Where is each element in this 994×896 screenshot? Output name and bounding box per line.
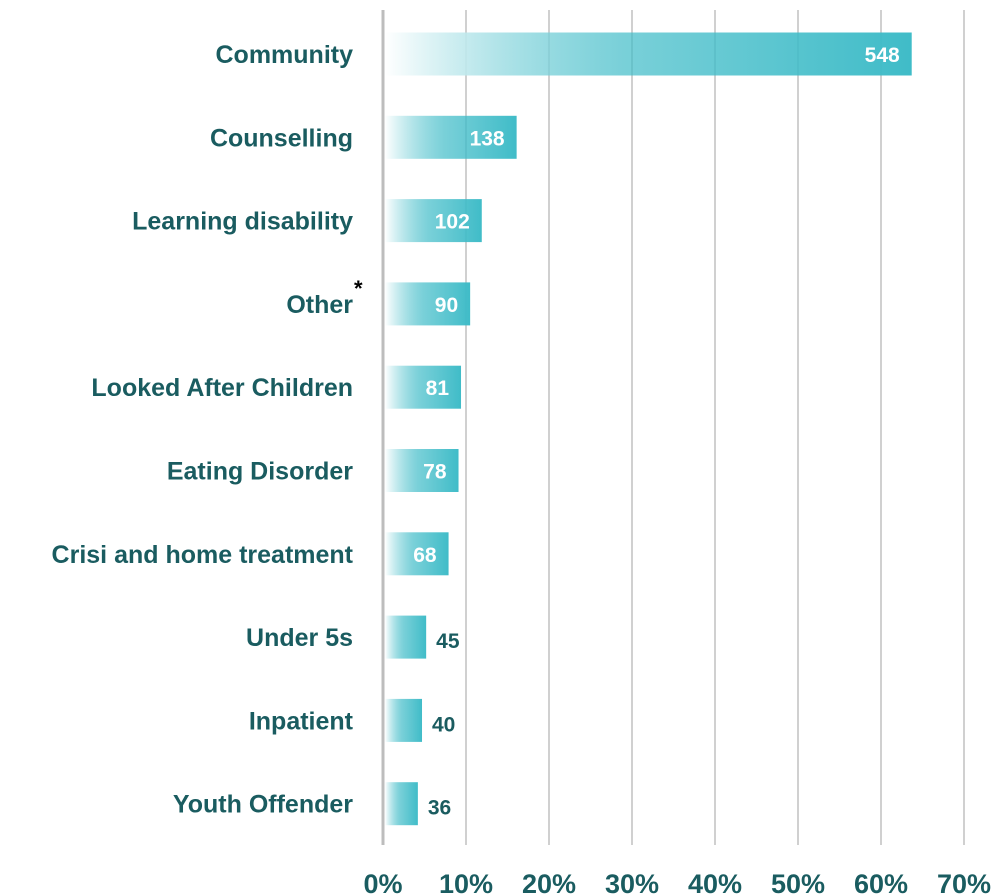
bar [385, 365, 462, 409]
bar [385, 615, 427, 659]
data-label: 40 [432, 713, 455, 736]
bar [385, 199, 482, 243]
x-tick-label: 50% [771, 869, 825, 896]
category-label: Eating Disorder [167, 458, 353, 486]
x-tick-label: 40% [688, 869, 742, 896]
data-label: 78 [423, 461, 447, 484]
x-tick-labels: 0% 10% 20% 30% 40% 50% 60% 70% [363, 869, 991, 896]
data-label: 138 [470, 127, 505, 150]
x-tick-label: 0% [363, 869, 402, 896]
bar [385, 282, 471, 326]
category-footnote-marker: * [354, 276, 363, 301]
data-label: 90 [435, 294, 458, 317]
category-label: Community [216, 41, 354, 69]
bars [385, 32, 912, 826]
x-tick-label: 20% [522, 869, 576, 896]
x-tick-label: 70% [937, 869, 991, 896]
category-label: Inpatient [249, 707, 354, 735]
x-tick-label: 10% [439, 869, 493, 896]
bar [385, 698, 423, 742]
data-label: 68 [413, 544, 437, 567]
bar [385, 532, 449, 576]
bar [385, 449, 459, 492]
category-labels: Community Counselling Learning disability O… [52, 41, 363, 819]
category-label: Looked After Children [91, 374, 353, 402]
bar [385, 115, 517, 159]
x-tick-label: 30% [605, 869, 659, 896]
data-label: 548 [865, 44, 900, 67]
category-label: Counselling [210, 124, 353, 152]
category-label: Other [286, 291, 353, 319]
data-label: 81 [426, 377, 450, 400]
category-label: Crisi and home treatment [52, 541, 354, 569]
data-label: 45 [436, 630, 460, 653]
bar [385, 32, 912, 76]
data-label: 102 [435, 211, 470, 234]
bar [385, 782, 418, 826]
category-label: Youth Offender [173, 791, 353, 819]
data-labels: 548 138 102 90 81 78 68 45 40 36 [413, 44, 900, 820]
category-label: Under 5s [246, 624, 353, 652]
data-label: 36 [428, 797, 451, 820]
x-tick-label: 60% [854, 869, 908, 896]
category-label: Learning disability [132, 208, 353, 236]
